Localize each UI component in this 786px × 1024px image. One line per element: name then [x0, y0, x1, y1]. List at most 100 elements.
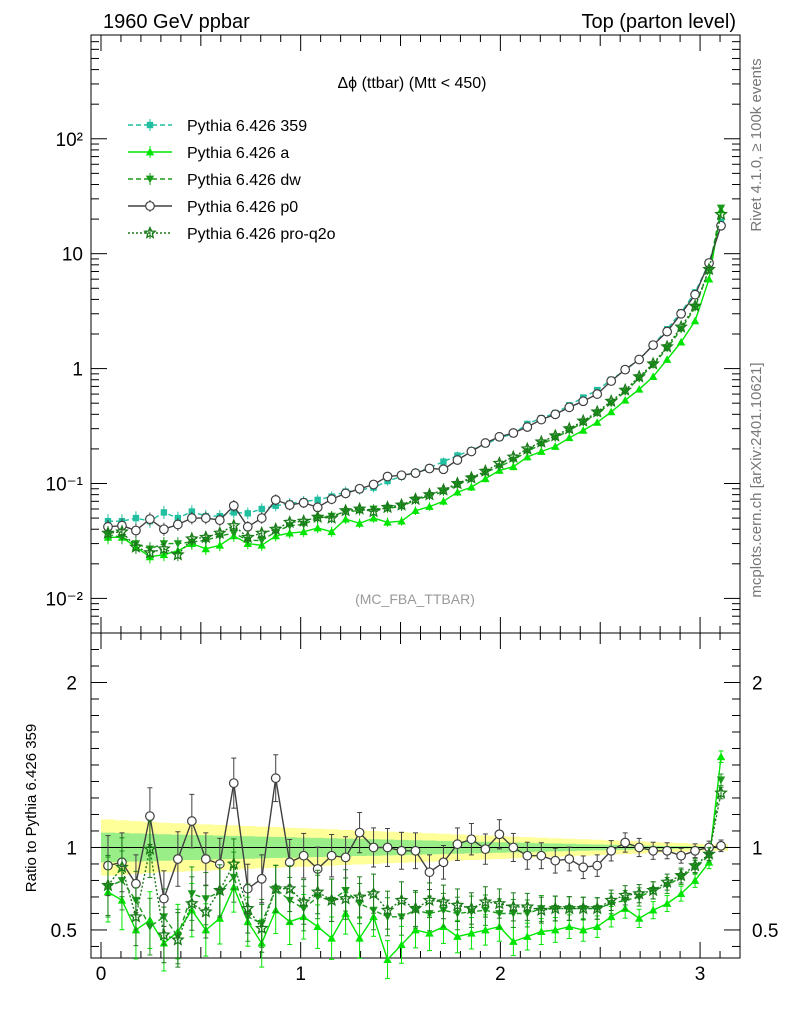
ratio-point	[492, 896, 507, 910]
ratio-series-pythia-6-426-p0	[103, 754, 726, 927]
ratio-point	[579, 925, 588, 934]
ratio-point	[592, 860, 603, 871]
ratio-point	[565, 922, 574, 931]
ratio-point	[352, 889, 367, 903]
data-point	[270, 494, 281, 505]
legend-marker	[145, 147, 155, 156]
data-point	[523, 452, 532, 461]
data-point	[201, 544, 211, 553]
data-point	[172, 519, 183, 530]
ratio-point	[145, 923, 155, 931]
data-point	[143, 545, 157, 559]
ratio-point	[354, 827, 365, 838]
ratio-point	[576, 901, 591, 915]
data-point	[578, 396, 589, 407]
ratio-point	[537, 927, 546, 935]
data-point	[354, 483, 365, 494]
ratio-y-tick-label-right: 0.5	[752, 921, 778, 942]
data-point	[313, 523, 322, 532]
data-point	[551, 442, 560, 450]
data-point	[509, 462, 518, 471]
ratio-point	[282, 881, 297, 895]
ratio-point	[410, 845, 421, 856]
ratio-point	[714, 785, 728, 799]
ratio-point	[632, 886, 647, 900]
data-point	[660, 339, 674, 353]
data-point	[648, 372, 658, 381]
ratio-point	[620, 837, 631, 848]
ratio-point	[466, 834, 477, 845]
data-point	[634, 385, 644, 393]
data-point	[411, 506, 420, 515]
ratio-point	[340, 852, 351, 863]
ratio-point	[172, 854, 183, 864]
ratio-point	[716, 776, 726, 785]
legend-marker	[145, 175, 155, 184]
main-y-tick-label: 10⁻²	[46, 589, 84, 610]
data-point	[368, 479, 379, 490]
data-point	[593, 418, 602, 426]
data-point	[562, 421, 577, 435]
data-point	[450, 476, 465, 490]
data-point	[213, 525, 227, 539]
data-point	[508, 428, 519, 438]
data-point	[564, 402, 575, 413]
legend-entry: Pythia 6.426 dw	[128, 172, 301, 189]
ratio-point	[676, 889, 686, 898]
data-point	[436, 482, 451, 496]
data-point	[422, 487, 437, 501]
ratio-point	[564, 854, 575, 864]
ratio-point	[548, 901, 563, 915]
legend-entry: Pythia 6.426 p0	[128, 199, 298, 216]
data-point	[284, 500, 295, 510]
ratio-point	[480, 844, 491, 855]
ratio-point	[606, 912, 616, 921]
data-point	[396, 470, 407, 481]
data-point	[408, 492, 423, 506]
header-right-label: Top (parton level)	[581, 11, 736, 33]
ratio-x-tick-label: 2	[495, 964, 506, 985]
ratio-point	[550, 855, 561, 866]
data-point	[158, 524, 169, 535]
data-point	[548, 428, 563, 442]
ratio-panel-frame	[90, 632, 741, 959]
data-point	[576, 413, 591, 427]
data-point	[258, 505, 265, 513]
data-point	[272, 502, 279, 509]
ratio-point	[634, 842, 645, 853]
ratio-point	[690, 845, 700, 856]
ratio-point	[256, 873, 267, 884]
ratio-point	[422, 893, 437, 907]
main-y-tick-label: 10⁻¹	[46, 475, 84, 496]
ratio-x-tick-label: 1	[295, 964, 306, 985]
data-point	[478, 464, 493, 477]
data-point	[481, 474, 490, 483]
data-point	[132, 514, 140, 522]
data-point	[257, 537, 266, 545]
ratio-point	[327, 934, 336, 942]
ratio-point	[478, 894, 493, 908]
ratio-point	[690, 876, 700, 884]
ratio-y-tick-label: 1	[66, 838, 77, 859]
ratio-point	[200, 854, 211, 864]
data-point	[184, 531, 199, 545]
ratio-point	[508, 842, 519, 853]
ratio-point	[240, 901, 255, 915]
data-point	[606, 407, 616, 416]
ratio-point	[453, 932, 462, 940]
data-point	[285, 528, 294, 537]
data-point	[230, 509, 237, 516]
data-point	[494, 431, 505, 442]
main-series-pythia-6-426-pro-q2o	[101, 207, 728, 562]
main-series-pythia-6-426-p0	[103, 220, 726, 538]
data-point	[327, 527, 336, 536]
data-point	[676, 337, 686, 346]
ratio-point	[520, 899, 535, 913]
data-point	[425, 502, 434, 510]
ratio-point	[394, 893, 409, 907]
data-point	[632, 369, 647, 383]
legend-label: Pythia 6.426 pro-q2o	[187, 226, 336, 243]
data-point	[188, 508, 196, 515]
data-point	[690, 316, 700, 325]
ratio-y-tick-label-right: 1	[752, 838, 763, 859]
